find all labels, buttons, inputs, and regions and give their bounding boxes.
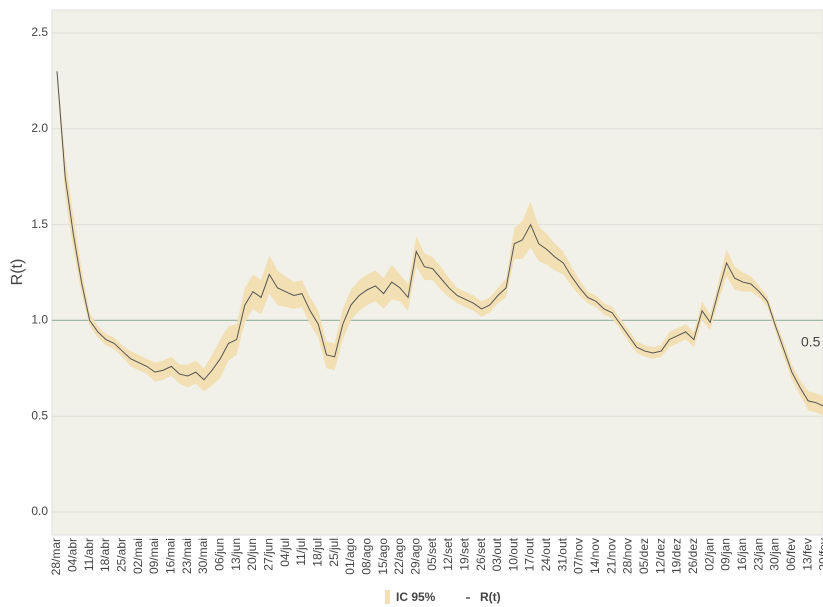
y-tick-label: 1.0 [31, 313, 48, 327]
x-tick-label: 10/out [506, 537, 520, 571]
x-tick-label: 06/jun [212, 538, 226, 571]
y-axis-label: R(t) [9, 259, 26, 286]
x-tick-label: 07/nov [572, 538, 586, 574]
y-tick-label: 2.5 [31, 25, 48, 39]
x-tick-label: 20/fev [817, 538, 823, 571]
x-tick-label: 09/jan [719, 538, 733, 571]
x-tick-label: 23/jan [751, 538, 765, 571]
x-tick-label: 11/abr [82, 538, 96, 571]
x-tick-label: 19/dez [670, 538, 684, 574]
legend-label: R(t) [480, 590, 501, 604]
x-tick-label: 20/jun [245, 538, 259, 571]
x-tick-label: 25/abr [114, 538, 128, 572]
x-tick-label: 02/jan [702, 538, 716, 571]
x-tick-label: 28/mar [49, 538, 63, 575]
x-tick-label: 26/set [474, 537, 488, 570]
x-tick-label: 17/out [523, 537, 537, 571]
x-tick-label: 18/abr [98, 538, 112, 572]
x-tick-label: 31/out [555, 537, 569, 571]
x-tick-label: 16/mai [163, 538, 177, 574]
x-tick-label: 15/ago [376, 538, 390, 575]
y-tick-label: 0.5 [31, 408, 48, 422]
rt-line [56, 71, 823, 407]
legend-swatch [385, 590, 390, 604]
x-tick-label: 13/jun [229, 538, 243, 571]
x-tick-label: 23/mai [180, 538, 194, 574]
x-tick-label: 16/jan [735, 538, 749, 571]
x-tick-label: 18/jul [310, 538, 324, 567]
y-tick-label: 2.0 [31, 121, 48, 135]
x-tick-label: 02/mai [131, 538, 145, 574]
x-tick-label: 14/nov [588, 538, 602, 574]
x-tick-label: 12/dez [653, 538, 667, 574]
x-tick-label: 19/set [457, 537, 471, 570]
x-tick-label: 06/fev [784, 538, 798, 571]
legend-label: IC 95% [396, 590, 436, 604]
x-tick-label: 05/set [425, 537, 439, 570]
x-tick-label: 27/jun [261, 538, 275, 571]
annotation: 0.5 [801, 334, 821, 350]
x-tick-label: 08/ago [359, 538, 373, 575]
x-tick-label: 04/jul [278, 538, 292, 567]
x-tick-label: 29/ago [408, 538, 422, 575]
y-tick-label: 0.0 [31, 504, 48, 518]
x-tick-label: 09/mai [147, 538, 161, 574]
y-tick-label: 1.5 [31, 217, 48, 231]
x-tick-label: 25/jul [327, 538, 341, 567]
x-tick-label: 01/ago [343, 538, 357, 575]
x-tick-label: 04/abr [66, 538, 80, 572]
x-tick-label: 11/jul [294, 538, 308, 566]
x-tick-label: 21/nov [604, 538, 618, 574]
x-tick-label: 30/mai [196, 538, 210, 574]
x-tick-label: 12/set [441, 537, 455, 570]
x-tick-label: 24/out [539, 537, 553, 571]
x-tick-label: 03/out [490, 537, 504, 571]
x-tick-label: 13/fev [800, 538, 814, 571]
x-tick-label: 28/nov [621, 538, 635, 574]
x-tick-label: 05/dez [637, 538, 651, 574]
x-tick-label: 22/ago [392, 538, 406, 575]
x-tick-label: 30/jan [768, 538, 782, 571]
x-tick-label: 26/dez [686, 538, 700, 574]
